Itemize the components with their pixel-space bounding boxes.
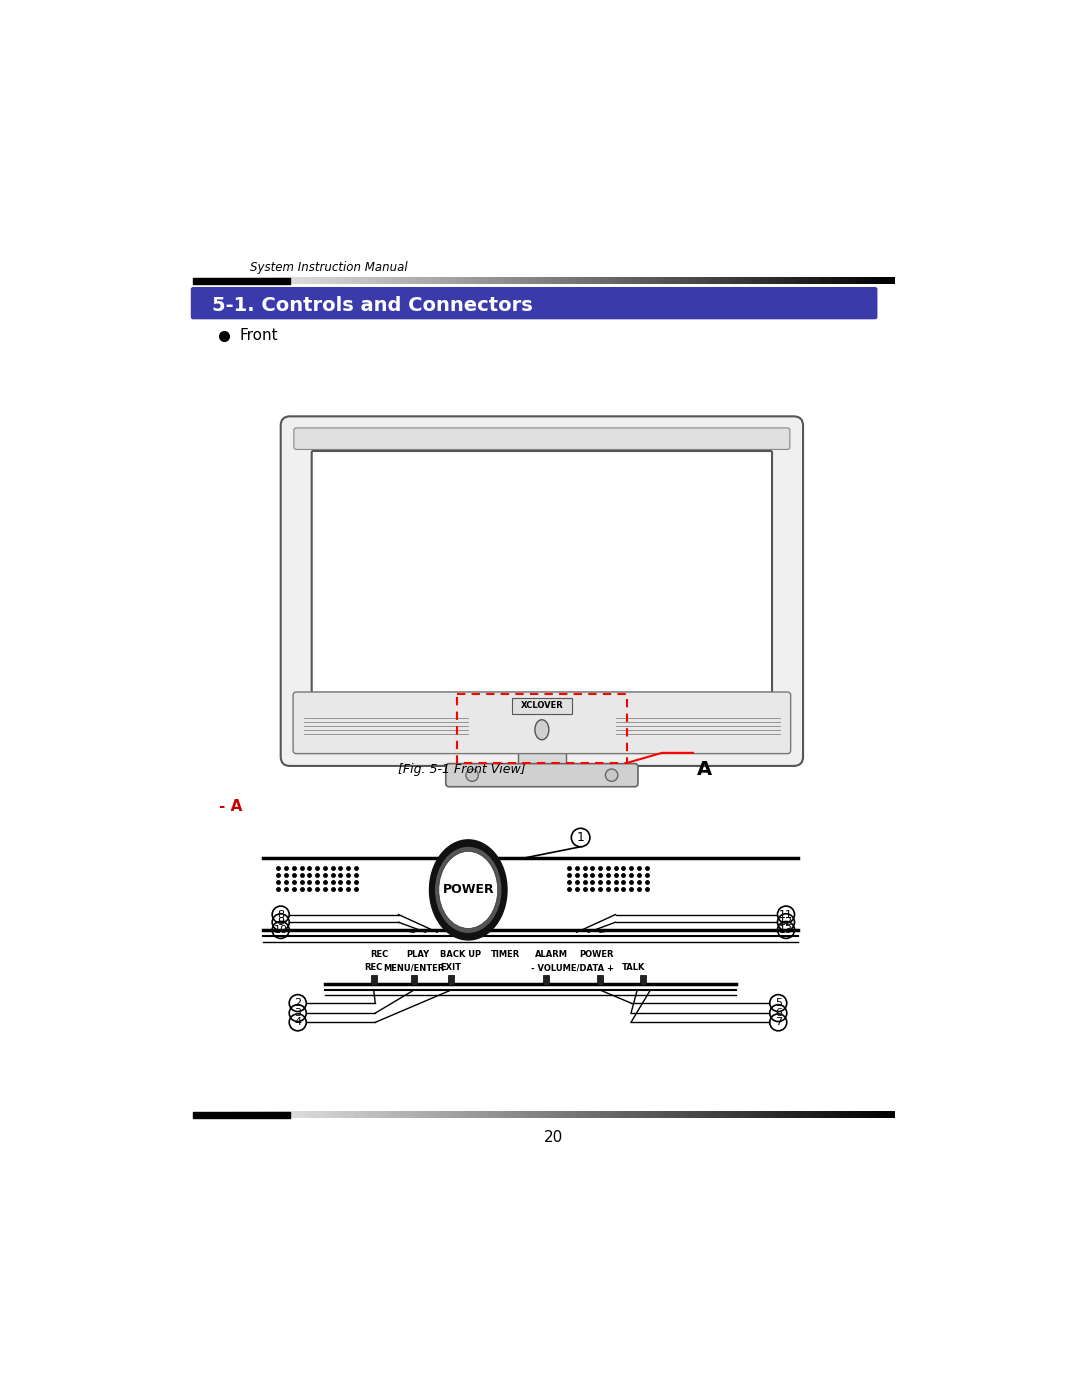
Text: [Fig. 5-1 Front View]: [Fig. 5-1 Front View] [399, 763, 526, 777]
Text: 8: 8 [278, 909, 284, 919]
Text: TIMER: TIMER [490, 950, 521, 958]
Text: Front: Front [240, 328, 279, 344]
Bar [448, 975, 455, 985]
FancyBboxPatch shape [191, 286, 877, 320]
Text: XCLOVER: XCLOVER [521, 701, 564, 710]
Ellipse shape [435, 848, 501, 932]
Text: 7: 7 [774, 1017, 782, 1027]
Ellipse shape [430, 840, 507, 940]
Text: POWER: POWER [579, 950, 613, 958]
Text: 2: 2 [294, 997, 301, 1009]
Text: TALK: TALK [622, 964, 645, 972]
FancyBboxPatch shape [294, 427, 789, 450]
Text: 9: 9 [278, 918, 284, 928]
Text: ALARM: ALARM [536, 950, 568, 958]
FancyBboxPatch shape [312, 451, 772, 693]
Text: 5-1. Controls and Connectors: 5-1. Controls and Connectors [213, 296, 534, 314]
Text: MENU/ENTER: MENU/ENTER [383, 964, 445, 972]
FancyBboxPatch shape [446, 764, 638, 787]
Text: A: A [697, 760, 712, 780]
Circle shape [465, 768, 478, 781]
Circle shape [606, 768, 618, 781]
Text: 11: 11 [779, 909, 793, 919]
Text: 5: 5 [774, 997, 782, 1009]
Text: System Instruction Manual: System Instruction Manual [249, 261, 407, 274]
Ellipse shape [438, 851, 498, 929]
FancyBboxPatch shape [517, 752, 566, 768]
Text: - VOLUME/DATA +: - VOLUME/DATA + [531, 964, 615, 972]
Text: PLAY: PLAY [406, 950, 430, 958]
Text: 20: 20 [544, 1130, 563, 1146]
FancyBboxPatch shape [512, 698, 572, 714]
Text: 12: 12 [779, 918, 793, 928]
Ellipse shape [535, 719, 549, 740]
FancyBboxPatch shape [293, 692, 791, 753]
Text: 3: 3 [294, 1009, 301, 1018]
Text: 4: 4 [294, 1017, 301, 1027]
Text: BACK UP: BACK UP [440, 950, 481, 958]
Text: 6: 6 [774, 1009, 782, 1018]
Bar [542, 975, 549, 985]
Bar [370, 975, 377, 985]
Text: 10: 10 [273, 925, 287, 935]
Text: EXIT: EXIT [441, 964, 462, 972]
Text: 13: 13 [779, 925, 793, 935]
FancyBboxPatch shape [281, 416, 804, 766]
Text: - A: - A [218, 799, 242, 814]
Text: POWER: POWER [443, 883, 494, 897]
Text: REC: REC [370, 950, 388, 958]
Bar [457, 693, 627, 763]
Bar [639, 975, 646, 985]
Text: 1: 1 [577, 831, 584, 844]
Bar [410, 975, 417, 985]
Text: REC: REC [365, 964, 382, 972]
Bar [597, 975, 603, 985]
